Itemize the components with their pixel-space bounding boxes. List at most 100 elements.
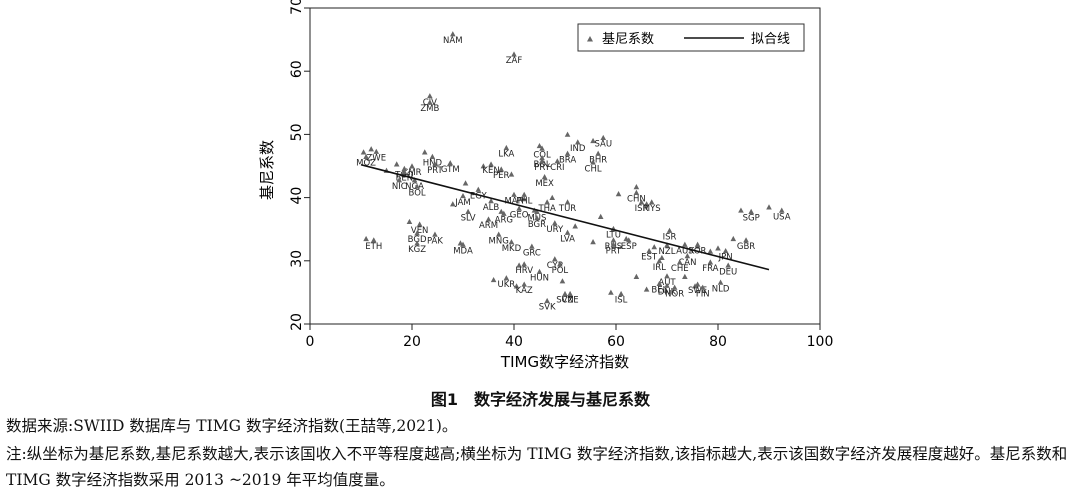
data-point-marker [692, 283, 698, 289]
data-point-marker [421, 149, 428, 155]
data-point-marker [610, 241, 617, 247]
data-point-marker [738, 207, 744, 213]
data-point-marker [393, 161, 400, 167]
data-point-marker [480, 163, 487, 169]
data-point-marker [707, 259, 714, 265]
data-point-marker [401, 168, 408, 175]
data-point-label: PHL [516, 196, 533, 206]
data-point-marker [671, 284, 678, 290]
data-point-marker [511, 191, 517, 197]
data-point-label: HRV [515, 266, 533, 276]
data-point-label: IND [570, 144, 586, 154]
x-tick-label: 60 [607, 334, 625, 350]
data-point-label: CHN [627, 195, 646, 205]
data-point-label: TUR [558, 204, 576, 214]
data-point-marker [495, 231, 502, 237]
data-point-marker [564, 229, 571, 235]
y-tick-label: 20 [289, 313, 305, 331]
data-point-marker [595, 150, 601, 156]
data-point-label: CMR [402, 168, 421, 178]
legend-line-label: 拟合线 [751, 32, 790, 47]
data-point-marker [600, 134, 607, 141]
data-point-marker [396, 177, 403, 183]
data-point-label: SVN [556, 296, 574, 306]
data-point-marker [432, 231, 438, 237]
data-point-marker [572, 223, 578, 229]
data-point-marker [370, 237, 377, 243]
data-point-label: LVA [560, 234, 575, 244]
data-point-marker [562, 290, 568, 297]
data-point-label: CRI [550, 163, 564, 173]
data-point-marker [508, 171, 515, 177]
data-point-marker [615, 191, 622, 197]
data-point-marker [544, 297, 550, 304]
x-tick-label: 0 [306, 334, 315, 350]
legend-triangle-marker [587, 36, 593, 42]
y-axis-label: 基尼系数 [258, 140, 276, 200]
data-point-label: CAN [678, 258, 696, 268]
data-point-marker [539, 155, 545, 161]
data-point-marker [462, 180, 469, 186]
data-point-label: JAM [454, 198, 471, 208]
data-point-marker [633, 273, 640, 279]
data-point-marker [447, 160, 454, 166]
data-point-marker [450, 31, 456, 37]
data-point-label: CZE [562, 296, 579, 306]
data-point-marker [618, 290, 624, 297]
y-axis: 20 30 40 50 60 70 [289, 0, 310, 331]
x-axis: 0 20 40 60 80 100 [306, 324, 833, 350]
data-point-label: BGD [408, 235, 427, 245]
data-point-label: KAZ [516, 286, 533, 296]
data-point-marker [552, 220, 558, 226]
data-point-marker [694, 241, 701, 247]
data-point-marker [488, 198, 494, 204]
data-point-marker [539, 158, 545, 164]
data-point-marker [501, 210, 507, 216]
data-point-marker [414, 240, 420, 246]
data-point-label: FRA [702, 264, 718, 274]
data-point-marker [664, 282, 670, 288]
data-point-marker [722, 247, 729, 254]
data-point-marker [373, 148, 380, 154]
data-point-label: NGA [405, 182, 424, 192]
data-point-label: PAK [427, 236, 443, 246]
explanation-note: 注:纵坐标为基尼系数,基尼系数越大,表示该国收入不平等程度越高;横坐标为 TIM… [6, 445, 1068, 489]
data-point-marker [666, 227, 673, 233]
data-point-marker [363, 153, 369, 159]
data-point-marker [363, 235, 369, 242]
y-tick-label: 30 [289, 250, 305, 268]
data-point-label: ISR [663, 233, 677, 243]
data-point-label: VEN [411, 226, 429, 236]
data-point-label: FIN [696, 289, 710, 299]
data-point-marker [748, 208, 754, 214]
data-point-marker [539, 145, 545, 151]
data-point-label: CYP [547, 261, 563, 271]
data-point-label: MKD [502, 244, 522, 254]
data-point-label: BEN [396, 174, 414, 184]
data-point-label: ALB [483, 203, 500, 213]
data-point-label: UKR [497, 280, 515, 290]
data-point-marker [646, 247, 652, 254]
data-point-marker [534, 208, 540, 214]
data-point-marker [656, 280, 663, 287]
data-point-label: SWE [688, 286, 707, 296]
data-point-marker [682, 241, 688, 247]
data-point-label: AUT [658, 278, 676, 288]
data-point-marker [427, 99, 433, 105]
data-point-marker [541, 174, 548, 180]
data-point-marker [610, 237, 617, 243]
data-point-marker [368, 146, 374, 152]
data-point-marker [503, 144, 510, 151]
data-point-label: MNG [489, 236, 509, 246]
data-point-label: LTU [606, 231, 621, 241]
data-point-label: AUS [676, 246, 693, 256]
data-point-marker [574, 139, 581, 145]
data-point-label: ISR [635, 204, 649, 214]
data-point-marker [521, 261, 527, 267]
data-point-marker [730, 235, 737, 242]
data-point-label: USA [773, 212, 791, 222]
data-point-marker [432, 161, 438, 167]
data-point-marker [725, 262, 731, 268]
data-point-marker [648, 199, 655, 205]
data-point-marker [564, 199, 571, 205]
